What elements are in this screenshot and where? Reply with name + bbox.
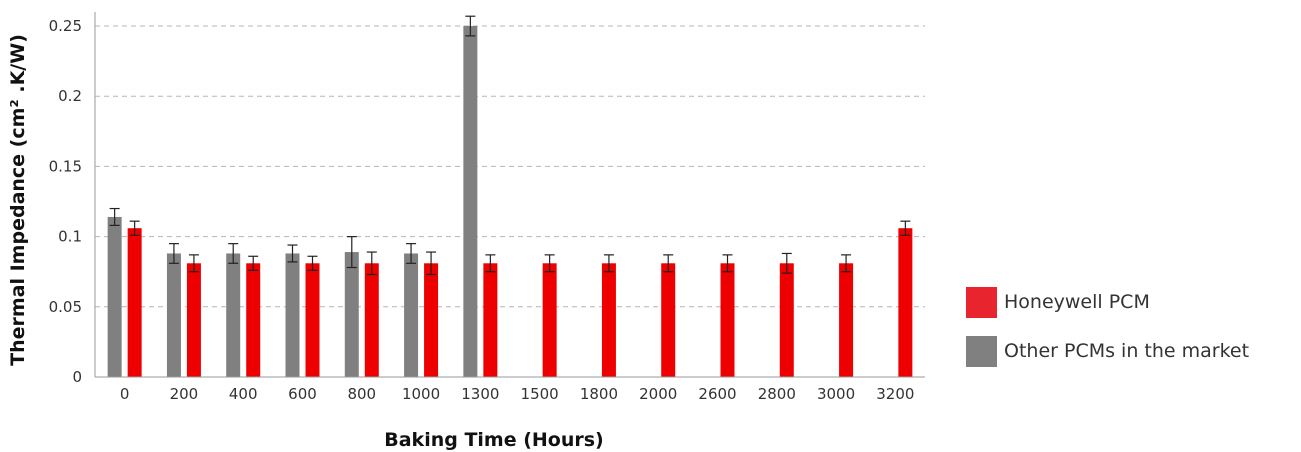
- x-tick-label: 3200: [876, 385, 914, 403]
- legend-item-honeywell: Honeywell PCM: [966, 286, 1249, 318]
- bar-honeywell-3200: [898, 228, 913, 377]
- bar-honeywell-1800: [601, 263, 616, 377]
- error-bar-honeywell-800: [366, 251, 377, 276]
- bar-other-600: [285, 253, 300, 377]
- x-tick-label: 800: [347, 385, 376, 403]
- error-bar-honeywell-2600: [722, 254, 733, 273]
- x-tick-label: 2600: [698, 385, 736, 403]
- y-tick-label: 0.05: [49, 298, 82, 316]
- error-bar-honeywell-1000: [426, 251, 437, 276]
- legend-swatch-honeywell: [966, 286, 997, 318]
- error-bar-other-0: [109, 207, 120, 226]
- y-tick-label: 0.2: [58, 87, 82, 105]
- legend-label-honeywell: Honeywell PCM: [1004, 291, 1150, 313]
- x-tick-label: 1800: [580, 385, 618, 403]
- bar-other-1300: [463, 26, 478, 378]
- y-tick-label: 0: [72, 368, 82, 386]
- error-bar-other-200: [168, 243, 179, 264]
- error-bar-honeywell-3200: [900, 220, 911, 236]
- grid-lines: [95, 25, 925, 308]
- x-tick-label: 0: [120, 385, 130, 403]
- error-bar-honeywell-3000: [841, 254, 852, 273]
- legend-label-other: Other PCMs in the market: [1004, 340, 1250, 362]
- bar-other-1000: [404, 253, 419, 377]
- bar-honeywell-0: [127, 228, 142, 377]
- bar-honeywell-2000: [661, 263, 676, 377]
- x-tick-label: 2800: [758, 385, 796, 403]
- x-axis-title: Baking Time (Hours): [384, 429, 604, 451]
- error-bars-layer: [109, 15, 911, 276]
- y-axis-title: Thermal Impedance (cm² .K/W): [7, 34, 29, 366]
- bar-honeywell-3000: [839, 263, 854, 377]
- error-bar-other-1300: [465, 15, 476, 37]
- x-tick-label: 2000: [639, 385, 677, 403]
- bar-honeywell-1000: [424, 263, 439, 377]
- error-bar-other-800: [346, 236, 357, 269]
- x-tick-label: 1000: [402, 385, 440, 403]
- x-tick-label: 200: [170, 385, 199, 403]
- y-tick-label: 0.1: [58, 228, 82, 246]
- x-tick-label: 1500: [521, 385, 559, 403]
- bar-other-0: [107, 216, 122, 377]
- error-bar-honeywell-1800: [603, 254, 614, 273]
- legend-item-other: Other PCMs in the market: [966, 335, 1249, 367]
- x-tick-label: 3000: [817, 385, 855, 403]
- bar-other-200: [166, 253, 181, 377]
- error-bar-honeywell-400: [248, 255, 259, 271]
- bar-honeywell-1500: [542, 263, 557, 377]
- x-tick-label: 1300: [461, 385, 499, 403]
- error-bar-honeywell-1300: [485, 254, 496, 273]
- bars-layer: [107, 26, 913, 378]
- x-tick-label: 400: [229, 385, 258, 403]
- error-bar-honeywell-1500: [544, 254, 555, 273]
- bar-honeywell-600: [305, 263, 320, 377]
- legend: Honeywell PCM Other PCMs in the market: [966, 286, 1249, 384]
- bar-honeywell-2800: [779, 263, 794, 377]
- x-tick-label: 600: [288, 385, 317, 403]
- axes-layer: [94, 12, 925, 378]
- error-bar-honeywell-200: [188, 254, 199, 273]
- bar-honeywell-2600: [720, 263, 735, 377]
- error-bar-other-400: [228, 243, 239, 264]
- bar-other-800: [344, 252, 359, 377]
- y-tick-label: 0.15: [49, 157, 82, 175]
- bar-honeywell-800: [364, 263, 379, 377]
- error-bar-other-600: [287, 244, 298, 263]
- error-bar-honeywell-0: [129, 220, 140, 236]
- error-bar-other-1000: [406, 243, 417, 264]
- bar-other-400: [226, 253, 241, 377]
- bar-honeywell-200: [186, 263, 201, 377]
- y-tick-labels: 0 0.05 0.1 0.15 0.2 0.25: [49, 17, 82, 386]
- error-bar-honeywell-2800: [781, 252, 792, 274]
- error-bar-honeywell-600: [307, 255, 318, 271]
- x-tick-labels: 0 200 400 600 800 1000 1300 1500 1800 2000 2600 280…: [120, 385, 915, 403]
- bar-honeywell-1300: [483, 263, 498, 377]
- error-bar-honeywell-2000: [663, 254, 674, 273]
- y-tick-label: 0.25: [49, 17, 82, 35]
- legend-swatch-other: [966, 335, 997, 367]
- bar-honeywell-400: [246, 263, 261, 377]
